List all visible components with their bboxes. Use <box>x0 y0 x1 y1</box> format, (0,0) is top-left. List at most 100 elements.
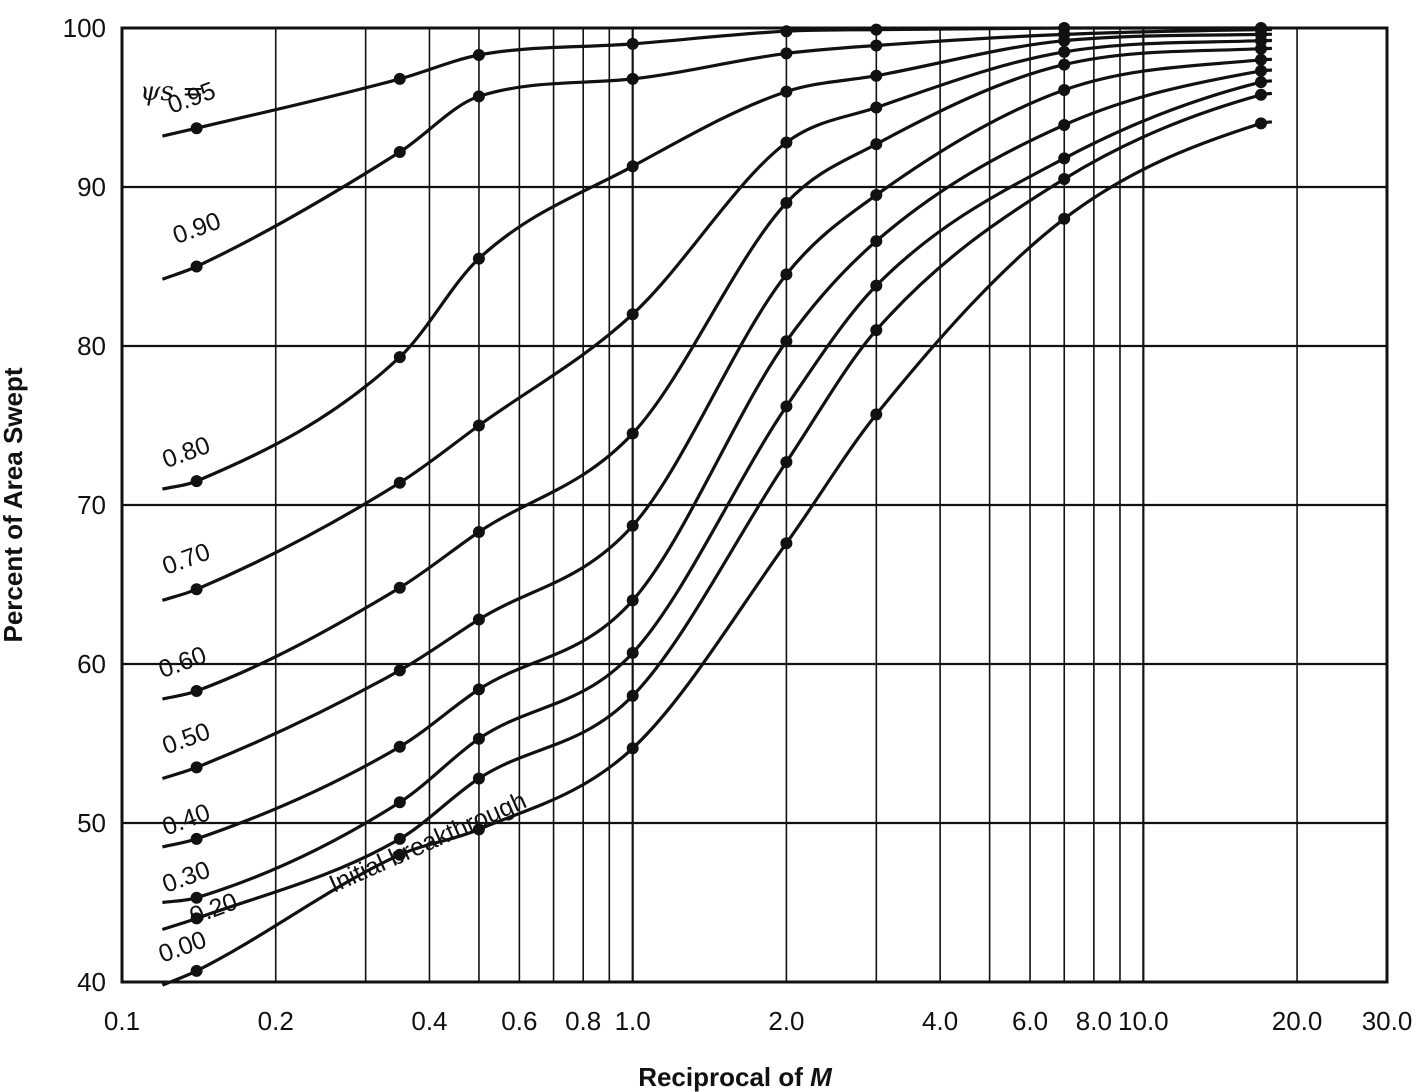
data-point <box>626 37 639 50</box>
x-tick-label: 1.0 <box>615 1006 651 1036</box>
series-curve-7 <box>162 79 1273 905</box>
data-point <box>393 581 406 594</box>
data-point <box>626 742 639 755</box>
data-point <box>870 39 883 52</box>
data-point <box>393 72 406 85</box>
x-tick-label: 0.1 <box>104 1006 140 1036</box>
data-point <box>626 689 639 702</box>
data-point <box>472 419 485 432</box>
y-tick-label: 100 <box>63 13 106 43</box>
data-point <box>190 891 203 904</box>
data-point <box>626 594 639 607</box>
data-points <box>190 22 1267 977</box>
data-point <box>780 196 793 209</box>
data-point <box>190 583 203 596</box>
data-point <box>1255 42 1267 55</box>
data-point <box>626 308 639 321</box>
data-point <box>780 85 793 98</box>
x-tick-label: 8.0 <box>1076 1006 1112 1036</box>
series-label: Initial breakthrough <box>325 786 531 898</box>
data-point <box>190 685 203 697</box>
data-point <box>393 146 406 158</box>
y-tick-label: 40 <box>77 967 106 997</box>
data-point <box>780 136 793 149</box>
data-point <box>393 664 406 677</box>
series-label: 0.50 <box>159 717 214 760</box>
x-tick-label: 20.0 <box>1272 1006 1323 1036</box>
data-point <box>1058 34 1071 47</box>
data-point <box>190 260 203 273</box>
data-point <box>780 268 793 281</box>
series-curve-5 <box>161 57 1272 781</box>
data-point <box>472 823 485 836</box>
series-label: 0.80 <box>159 431 214 474</box>
y-tick-label: 50 <box>77 808 106 838</box>
x-tick-label: 4.0 <box>922 1006 958 1036</box>
x-tick-label: 10.0 <box>1118 1006 1169 1036</box>
data-point <box>1058 119 1071 131</box>
data-point <box>626 519 639 532</box>
data-point <box>393 832 406 845</box>
plot-frame <box>120 26 1389 984</box>
data-point <box>472 90 485 103</box>
series-curve-1 <box>161 27 1272 281</box>
data-point <box>190 475 203 488</box>
x-axis-title: Reciprocal of M <box>638 1062 833 1092</box>
series-curve-8 <box>161 91 1273 932</box>
curves <box>161 26 1273 987</box>
data-point <box>626 160 639 173</box>
data-point <box>190 832 203 845</box>
data-point <box>780 400 793 413</box>
data-point <box>190 761 203 774</box>
data-point <box>870 189 883 201</box>
series-curve-4 <box>162 46 1272 701</box>
series-curve-2 <box>162 32 1272 491</box>
data-point <box>1058 152 1071 165</box>
data-point <box>1255 53 1267 66</box>
legend-title: ψs = <box>140 77 204 107</box>
data-point <box>870 279 883 292</box>
data-point <box>1255 76 1267 89</box>
x-axis-title-italic: M <box>810 1062 833 1092</box>
data-point <box>190 912 203 925</box>
data-point <box>393 740 406 753</box>
data-point <box>780 456 793 469</box>
data-point <box>393 796 406 809</box>
x-tick-label: 30.0 <box>1362 1006 1413 1036</box>
data-point <box>1058 45 1071 58</box>
x-tick-label: 2.0 <box>768 1006 804 1036</box>
series-curve-6 <box>162 68 1273 849</box>
data-point <box>780 47 793 60</box>
y-tick-label: 60 <box>77 649 106 679</box>
data-point <box>472 772 485 785</box>
data-point <box>190 964 203 977</box>
y-tick-label: 70 <box>77 490 106 520</box>
data-point <box>472 526 485 538</box>
x-tick-label: 0.2 <box>258 1006 294 1036</box>
data-point <box>472 613 485 626</box>
series-label: 0.60 <box>155 641 210 684</box>
data-point <box>472 252 485 265</box>
data-point <box>1255 88 1267 101</box>
y-axis-title: Percent of Area Swept <box>0 367 28 642</box>
data-point <box>472 732 485 745</box>
x-tick-label: 0.4 <box>411 1006 447 1036</box>
data-point <box>393 351 406 364</box>
data-point <box>1058 84 1071 96</box>
y-tick-label: 80 <box>77 331 106 361</box>
data-point <box>870 69 883 82</box>
data-point <box>393 476 406 489</box>
y-tick-label: 90 <box>77 172 106 202</box>
x-tick-label: 6.0 <box>1012 1006 1048 1036</box>
data-point <box>870 235 883 248</box>
series-curve-3 <box>161 38 1272 602</box>
data-point <box>626 72 639 85</box>
data-point <box>393 848 406 861</box>
x-tick-label: 0.6 <box>501 1006 537 1036</box>
data-point <box>870 101 883 114</box>
data-point <box>870 23 883 36</box>
x-tick-label: 0.8 <box>565 1006 601 1036</box>
data-point <box>1058 173 1071 185</box>
data-point <box>190 122 203 135</box>
